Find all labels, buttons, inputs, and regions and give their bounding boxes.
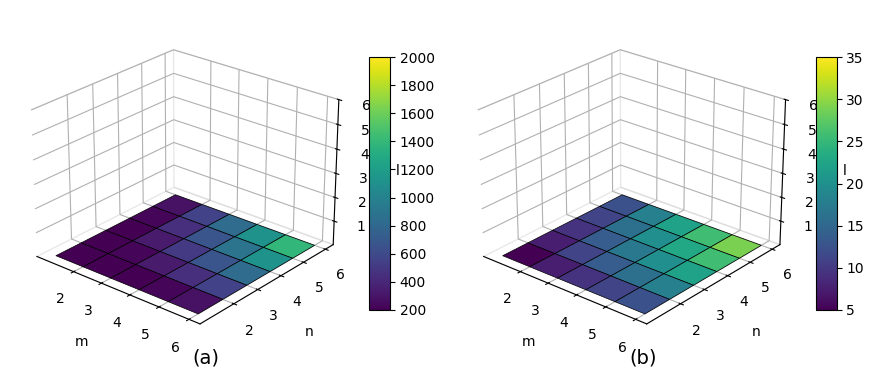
Text: (b): (b) xyxy=(630,348,656,367)
Text: (a): (a) xyxy=(192,348,219,367)
X-axis label: m: m xyxy=(75,335,88,349)
Y-axis label: n: n xyxy=(305,325,313,339)
X-axis label: m: m xyxy=(522,335,535,349)
Y-axis label: n: n xyxy=(751,325,760,339)
